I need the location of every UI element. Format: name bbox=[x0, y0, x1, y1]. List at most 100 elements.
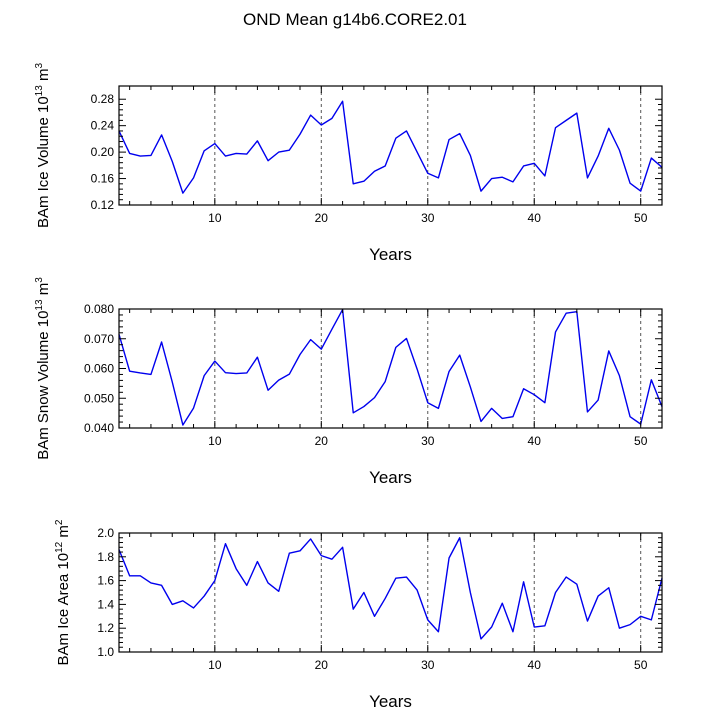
data-point bbox=[373, 615, 376, 618]
x-tick-label: 20 bbox=[315, 211, 329, 225]
y-axis-label: BAm Ice Volume 1013 m3 bbox=[34, 63, 52, 229]
data-point bbox=[650, 157, 653, 160]
data-point bbox=[586, 410, 589, 413]
y-tick-label: 0.040 bbox=[84, 421, 114, 435]
data-point bbox=[639, 615, 642, 618]
plot-frame bbox=[118, 85, 663, 206]
data-point bbox=[171, 603, 174, 606]
data-point bbox=[160, 133, 163, 136]
data-point bbox=[245, 153, 248, 156]
chart-panel-ice-area: 10 20 30 40 50 1.0 1.2 1.4 1.6 1.8 2.0 Years BAm Ice… bbox=[54, 519, 663, 711]
data-point bbox=[171, 380, 174, 383]
data-point bbox=[448, 556, 451, 559]
data-point bbox=[203, 374, 206, 377]
y-tick-label: 0.20 bbox=[91, 145, 115, 159]
y-tick-label: 1.4 bbox=[97, 597, 114, 611]
data-point bbox=[426, 401, 429, 404]
data-point bbox=[501, 176, 504, 179]
data-point bbox=[511, 180, 514, 183]
data-point bbox=[543, 624, 546, 627]
x-tick-label: 10 bbox=[208, 211, 222, 225]
data-point bbox=[490, 407, 493, 410]
y-axis-label-ylabel-main: BAm Ice Volume 10 bbox=[35, 96, 52, 228]
plot-frame bbox=[118, 308, 663, 429]
data-point bbox=[320, 124, 323, 127]
chart-panel-ice-volume: 10 20 30 40 50 0.12 0.16 0.20 0.24 0.28 Years BAm I… bbox=[34, 63, 663, 264]
data-point bbox=[352, 182, 355, 185]
data-point bbox=[437, 176, 440, 179]
data-point bbox=[469, 591, 472, 594]
data-point bbox=[139, 574, 142, 577]
y-axis-label: BAm Snow Volume 1013 m3 bbox=[34, 277, 52, 460]
data-point bbox=[533, 162, 536, 165]
data-point bbox=[543, 174, 546, 177]
data-point bbox=[128, 574, 131, 577]
data-point bbox=[394, 577, 397, 580]
data-point bbox=[618, 627, 621, 630]
panels: 10 20 30 40 50 0.12 0.16 0.20 0.24 0.28 Years BAm I… bbox=[34, 63, 663, 711]
data-point bbox=[522, 387, 525, 390]
y-tick-label: 0.050 bbox=[84, 391, 114, 405]
data-point bbox=[160, 341, 163, 344]
y-axis-label-ylabel-unit-exp: 2 bbox=[54, 519, 65, 525]
data-point bbox=[650, 618, 653, 621]
data-point bbox=[586, 176, 589, 179]
data-point bbox=[480, 420, 483, 423]
data-series-line bbox=[118, 308, 663, 426]
data-point bbox=[490, 177, 493, 180]
data-point bbox=[405, 337, 408, 340]
y-tick-label: 0.060 bbox=[84, 362, 114, 376]
y-tick-label: 0.070 bbox=[84, 332, 114, 346]
data-point bbox=[213, 579, 216, 582]
data-point bbox=[213, 360, 216, 363]
data-point bbox=[522, 580, 525, 583]
data-point bbox=[277, 590, 280, 593]
data-point bbox=[469, 385, 472, 388]
data-point bbox=[448, 138, 451, 141]
data-point bbox=[373, 170, 376, 173]
data-point bbox=[149, 154, 152, 157]
data-point bbox=[554, 591, 557, 594]
data-point bbox=[490, 626, 493, 629]
y-axis-label: BAm Ice Area 1012 m2 bbox=[54, 519, 72, 665]
data-point bbox=[181, 599, 184, 602]
x-axis-label: Years bbox=[369, 468, 412, 487]
data-point bbox=[416, 589, 419, 592]
data-point bbox=[224, 155, 227, 158]
data-point bbox=[554, 330, 557, 333]
data-point bbox=[309, 338, 312, 341]
data-point bbox=[501, 417, 504, 420]
y-axis-label-ylabel-exp: 12 bbox=[54, 541, 65, 553]
data-point bbox=[139, 155, 142, 158]
data-point bbox=[192, 606, 195, 609]
y-tick-label: 1.8 bbox=[97, 550, 114, 564]
data-point bbox=[192, 176, 195, 179]
data-point bbox=[362, 405, 365, 408]
data-point bbox=[639, 190, 642, 193]
x-tick-label: 30 bbox=[421, 211, 435, 225]
data-point bbox=[309, 114, 312, 117]
x-axis-label: Years bbox=[369, 245, 412, 264]
data-series-line bbox=[118, 100, 663, 194]
data-point bbox=[330, 328, 333, 331]
data-point bbox=[352, 608, 355, 611]
data-point bbox=[330, 117, 333, 120]
data-point bbox=[426, 618, 429, 621]
y-tick-label: 0.12 bbox=[91, 198, 115, 212]
x-tick-label: 20 bbox=[315, 658, 329, 672]
data-point bbox=[458, 354, 461, 357]
data-point bbox=[299, 353, 302, 356]
data-point bbox=[501, 602, 504, 605]
chart-panel-snow-volume: 10 20 30 40 50 0.040 0.050 0.060 0.070 0.080 Years… bbox=[34, 277, 663, 487]
data-point bbox=[213, 142, 216, 145]
y-tick-label: 0.24 bbox=[91, 119, 115, 133]
data-point bbox=[469, 154, 472, 157]
data-point bbox=[181, 424, 184, 427]
x-tick-label: 40 bbox=[528, 658, 542, 672]
data-point bbox=[650, 378, 653, 381]
data-point bbox=[309, 537, 312, 540]
data-point bbox=[362, 180, 365, 183]
data-point bbox=[139, 371, 142, 374]
data-point bbox=[437, 407, 440, 410]
data-point bbox=[362, 591, 365, 594]
